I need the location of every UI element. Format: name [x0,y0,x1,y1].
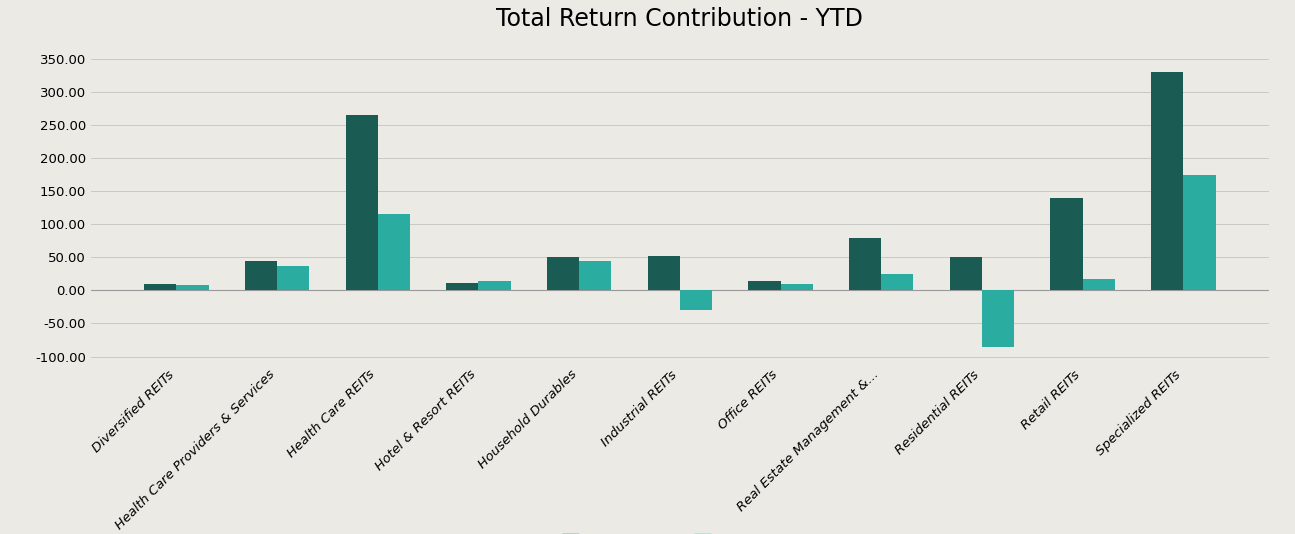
Bar [447,282,478,290]
Bar [1151,73,1184,290]
Bar [277,266,310,290]
Legend: Portfolio (bp), Active (bp): Portfolio (bp), Active (bp) [556,527,804,534]
Bar [1184,175,1216,290]
Bar [680,290,712,310]
Bar [882,274,913,290]
Bar [478,281,510,290]
Bar [176,285,208,290]
Bar [1083,279,1115,290]
Bar [144,284,176,290]
Bar [949,257,982,290]
Bar [982,290,1014,347]
Bar [749,280,781,290]
Bar [546,257,579,290]
Title: Total Return Contribution - YTD: Total Return Contribution - YTD [496,7,864,31]
Bar [378,215,411,290]
Bar [346,115,378,290]
Bar [781,284,813,290]
Bar [648,256,680,290]
Bar [245,261,277,290]
Bar [1050,198,1083,290]
Bar [579,261,611,290]
Bar [850,238,882,290]
